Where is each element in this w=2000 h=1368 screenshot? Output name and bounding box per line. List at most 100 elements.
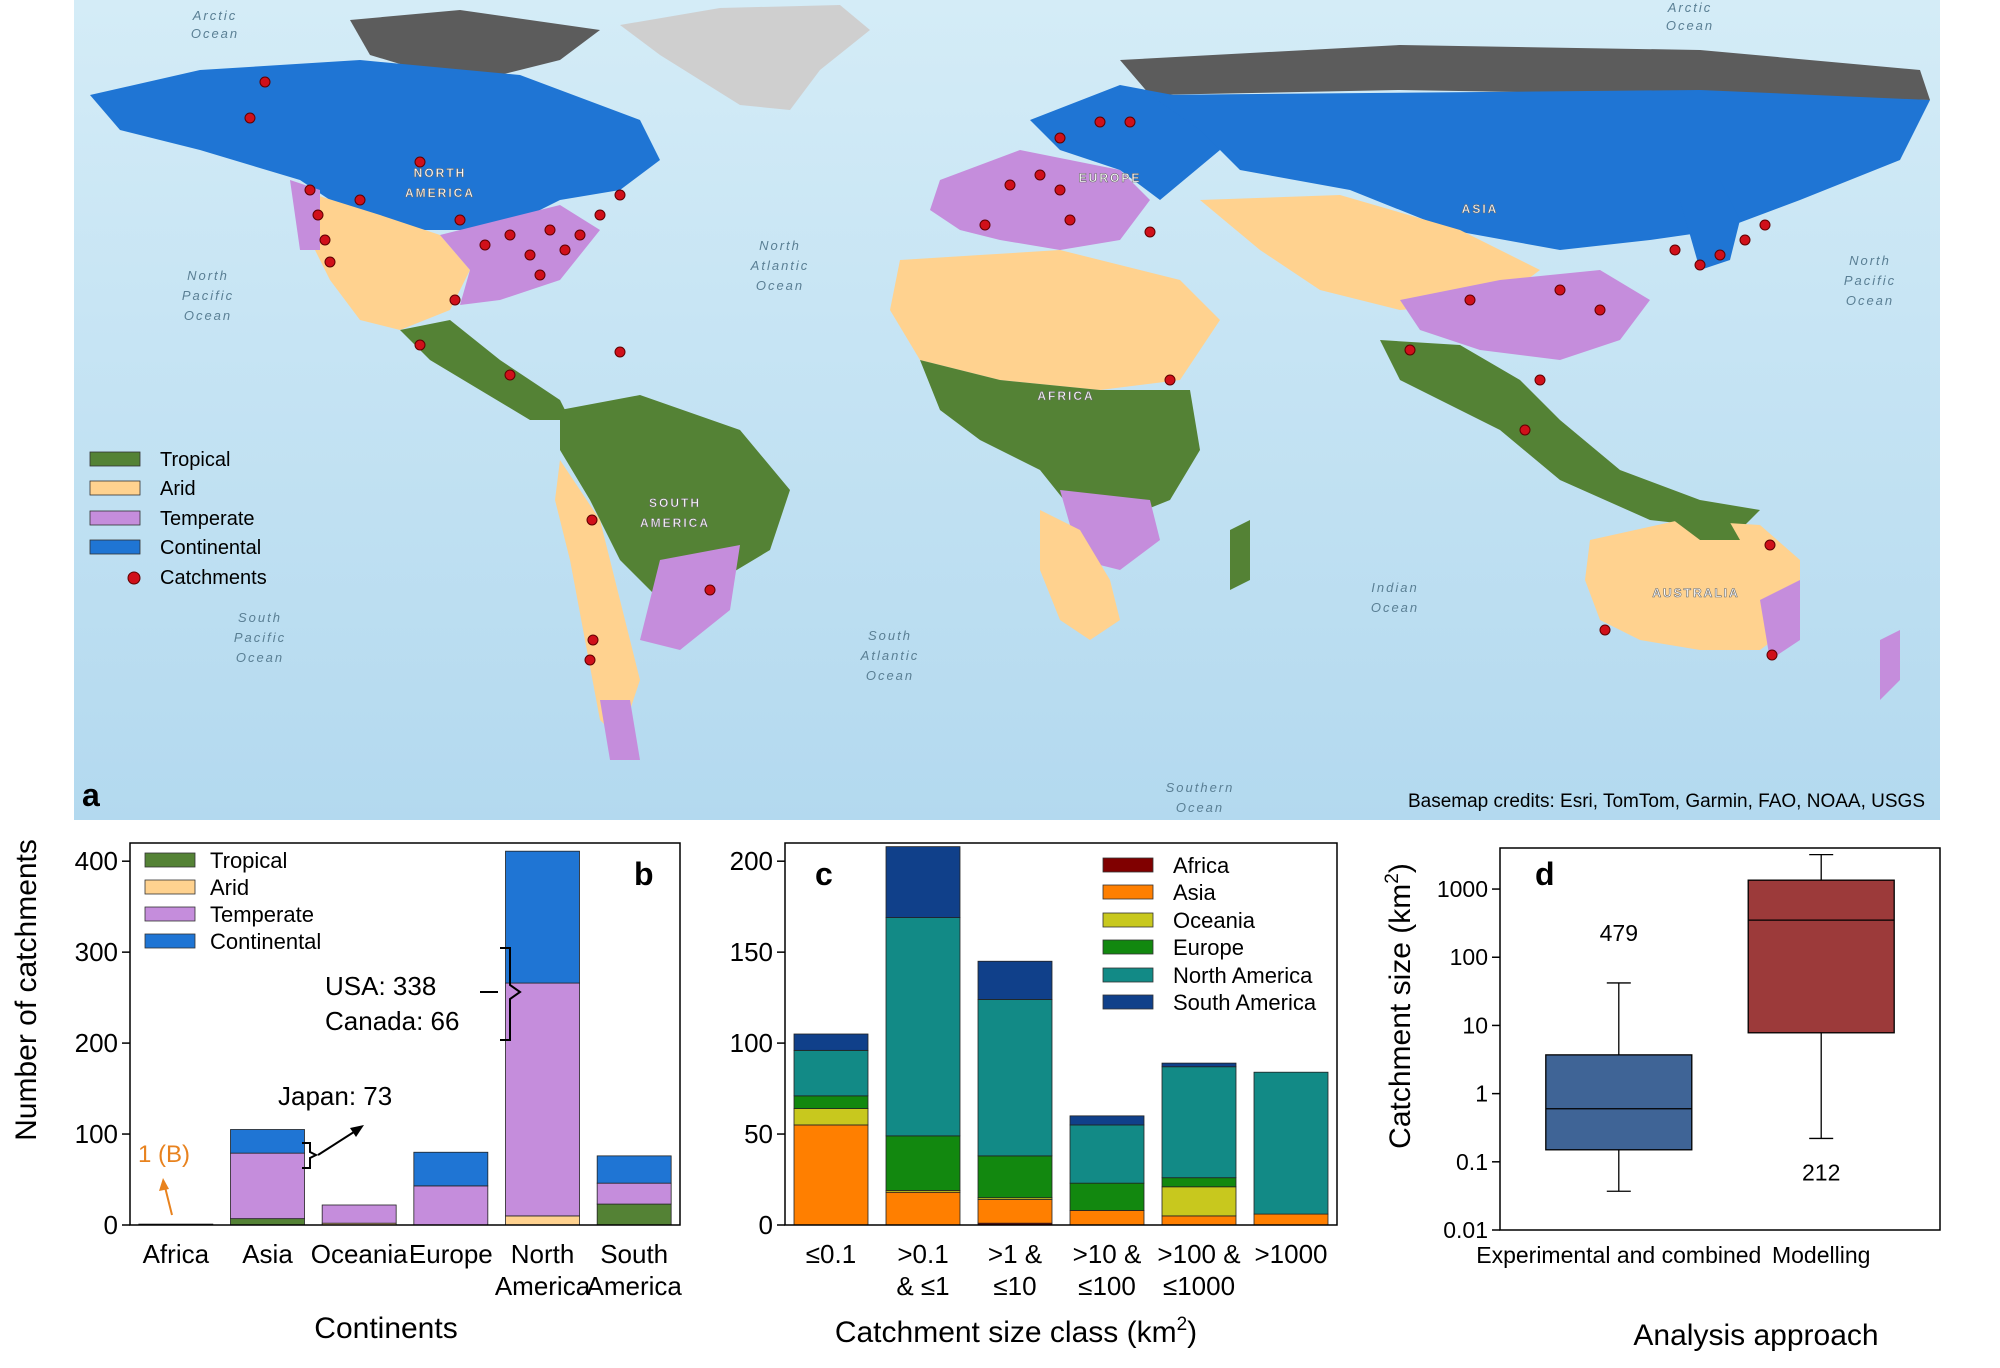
bar-segment	[793, 1033, 869, 1051]
catchment-dot	[479, 239, 491, 251]
c-legend-swatch-asia	[1102, 884, 1154, 900]
x-tick-label: >10 & ≤100	[1073, 1239, 1142, 1301]
panel-b-legend: Tropical Arid Temperate Continental	[144, 848, 321, 954]
b-legend-label-continental: Continental	[210, 929, 321, 954]
b-legend-swatch-continental	[144, 933, 196, 949]
label-arctic-ocean-1: Arctic Ocean	[191, 8, 239, 41]
x-tick-label: North America	[495, 1239, 591, 1301]
label-southern-ocean: Southern Ocean	[1166, 780, 1235, 815]
label-north-america: NORTH AMERICA	[405, 166, 475, 200]
panel-b-yticks: 0 100 200 300 400	[75, 846, 130, 1240]
bar-segment	[885, 1191, 961, 1226]
bar-segment	[1161, 1215, 1237, 1226]
panel-b: Number of catchments Continents 0 100 200 3…	[10, 839, 682, 1345]
bar-segment	[1161, 1066, 1237, 1179]
panel-d-label: d	[1535, 856, 1555, 892]
y-tick-label: 200	[75, 1028, 118, 1058]
bar-segment	[793, 1049, 869, 1097]
label-south-atlantic: South Atlantic Ocean	[860, 628, 920, 683]
catchment-dot	[1766, 649, 1778, 661]
bar-segment	[230, 1152, 305, 1220]
y-tick-label: 200	[730, 846, 773, 876]
catchment-dot	[559, 244, 571, 256]
catchment-dot	[414, 156, 426, 168]
catchment-dot	[504, 369, 516, 381]
siberia-tundra-shape	[1120, 45, 1930, 100]
catchment-dot	[1004, 179, 1016, 191]
catchment-dot	[704, 584, 716, 596]
c-legend-label-africa: Africa	[1173, 853, 1230, 878]
catchment-dot	[1764, 539, 1776, 551]
x-tick-label: >100 & ≤1000	[1157, 1239, 1240, 1301]
annotation-asia-brace	[302, 1142, 319, 1169]
annotation-japan: Japan: 73	[278, 1081, 392, 1111]
legend-label-arid: Arid	[160, 478, 196, 500]
catchment-dot	[1094, 116, 1106, 128]
bar-segment	[1253, 1213, 1329, 1226]
c-legend-swatch-africa	[1102, 857, 1154, 873]
asia-tropical	[1380, 340, 1760, 530]
box-count-label: 479	[1600, 920, 1638, 946]
x-tick-label: Modelling	[1772, 1242, 1870, 1268]
legend-label-tropical: Tropical	[160, 449, 230, 471]
bar-segment	[596, 1182, 672, 1205]
bar-segment	[596, 1155, 672, 1184]
legend-swatch-catchments	[127, 571, 141, 585]
annotation-africa-note: 1 (B)	[138, 1141, 190, 1168]
asia-arid	[1200, 195, 1540, 310]
label-south-pacific: South Pacific Ocean	[234, 610, 286, 665]
catchment-dot	[1714, 249, 1726, 261]
bar-segment	[1069, 1210, 1145, 1226]
bar-segment	[885, 846, 961, 918]
panel-c-legend: Africa Asia Oceania Europe North America…	[1102, 853, 1317, 1015]
panel-c-frame	[784, 842, 1338, 1226]
y-tick-label: 0	[759, 1210, 773, 1240]
greenland-shape	[620, 5, 870, 110]
c-legend-label-europe: Europe	[1173, 935, 1244, 960]
catchment-dot	[586, 514, 598, 526]
annotation-canada: Canada: 66	[325, 1006, 459, 1036]
c-legend-label-oceania: Oceania	[1173, 908, 1256, 933]
panel-c-bars	[793, 846, 1329, 1226]
catchment-dot	[304, 184, 316, 196]
y-tick-label: 50	[744, 1119, 773, 1149]
catchment-dot	[1404, 344, 1416, 356]
c-legend-label-asia: Asia	[1173, 880, 1217, 905]
catchment-dot	[449, 294, 461, 306]
catchment-dots	[244, 76, 1778, 666]
south-america-temperate	[640, 545, 740, 650]
c-legend-swatch-europe	[1102, 939, 1154, 955]
legend-swatch-continental	[89, 539, 141, 555]
catchment-dot	[504, 229, 516, 241]
catchment-dot	[1594, 304, 1606, 316]
x-tick-label: Oceania	[311, 1239, 408, 1269]
catchment-dot	[1054, 132, 1066, 144]
label-north-pacific-1: North Pacific Ocean	[182, 268, 234, 323]
catchment-dot	[1519, 424, 1531, 436]
bar-segment	[505, 1215, 580, 1226]
x-tick-label: >0.1 & ≤1	[896, 1239, 949, 1301]
basemap-credits: Basemap credits: Esri, TomTom, Garmin, F…	[1408, 791, 1925, 812]
catchment-dot	[1034, 169, 1046, 181]
catchment-dot	[1599, 624, 1611, 636]
bar-segment	[1069, 1182, 1145, 1211]
catchment-dot	[1054, 184, 1066, 196]
bar-segment	[977, 1155, 1053, 1199]
panel-d-yticks: 0.01 0.1 1 10 100 1000	[1437, 876, 1500, 1243]
catchment-dot	[312, 209, 324, 221]
b-legend-label-arid: Arid	[210, 875, 249, 900]
catchment-dot	[614, 189, 626, 201]
catchment-dot	[259, 76, 271, 88]
catchment-dot	[1464, 294, 1476, 306]
south-america-south	[600, 700, 640, 760]
catchment-dot	[1694, 259, 1706, 271]
y-tick-label: 100	[1450, 944, 1488, 970]
legend-label-continental: Continental	[160, 537, 261, 559]
y-tick-label: 1	[1475, 1081, 1488, 1107]
legend-swatch-temperate	[89, 510, 141, 526]
north-america-west-temperate	[290, 180, 320, 250]
bar-segment	[596, 1203, 672, 1226]
catchment-dot	[1554, 284, 1566, 296]
box-iqr	[1545, 1054, 1693, 1151]
